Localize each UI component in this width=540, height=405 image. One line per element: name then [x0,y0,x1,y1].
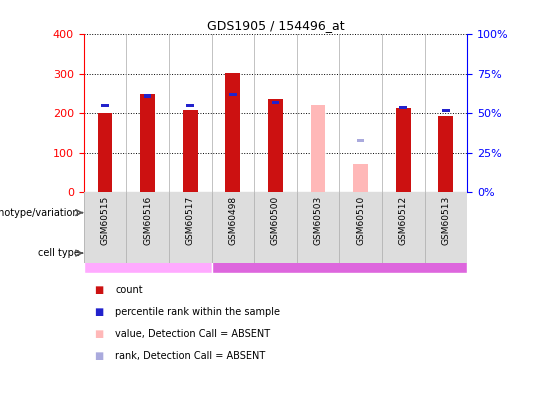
Text: dpp overexpressed: dpp overexpressed [356,208,450,217]
Bar [272,101,279,104]
Bar [400,106,407,109]
Bar [229,93,237,96]
Text: control: control [131,208,165,217]
Text: percentile rank within the sample: percentile rank within the sample [115,307,280,317]
Text: bam mutant: bam mutant [245,208,306,217]
Bar [84,233,212,273]
Text: GSM60513: GSM60513 [441,196,450,245]
Bar [144,94,151,98]
Bar [186,104,194,107]
Bar [339,192,467,233]
Bar [212,233,467,273]
Bar [225,73,240,192]
Bar [442,109,450,112]
Text: cell type: cell type [38,248,79,258]
Bar [357,139,364,142]
Bar [310,105,326,192]
Text: GSM60512: GSM60512 [399,196,408,245]
Text: count: count [115,285,143,294]
Bar [212,192,339,233]
Bar [183,110,198,192]
Text: control: control [131,248,165,258]
Text: ■: ■ [94,285,104,294]
Bar [396,108,410,192]
Text: ■: ■ [94,307,104,317]
Text: ■: ■ [94,352,104,361]
Bar [268,99,283,192]
Bar [84,192,212,233]
Text: GSM60503: GSM60503 [314,196,322,245]
Text: GSM60498: GSM60498 [228,196,237,245]
Text: GSM60500: GSM60500 [271,196,280,245]
Bar [98,113,112,192]
Bar [438,116,453,192]
Text: GSM60517: GSM60517 [186,196,195,245]
Bar [140,94,155,192]
Text: GSM60515: GSM60515 [100,196,110,245]
Title: GDS1905 / 154496_at: GDS1905 / 154496_at [207,19,344,32]
Text: rank, Detection Call = ABSENT: rank, Detection Call = ABSENT [115,352,265,361]
Text: ■: ■ [94,329,104,339]
Bar [101,104,109,107]
Text: GSM60516: GSM60516 [143,196,152,245]
Text: GSM60510: GSM60510 [356,196,365,245]
Text: germ line stem cell: germ line stem cell [292,248,386,258]
Text: genotype/variation: genotype/variation [0,208,79,217]
Bar [353,164,368,192]
Text: value, Detection Call = ABSENT: value, Detection Call = ABSENT [115,329,270,339]
